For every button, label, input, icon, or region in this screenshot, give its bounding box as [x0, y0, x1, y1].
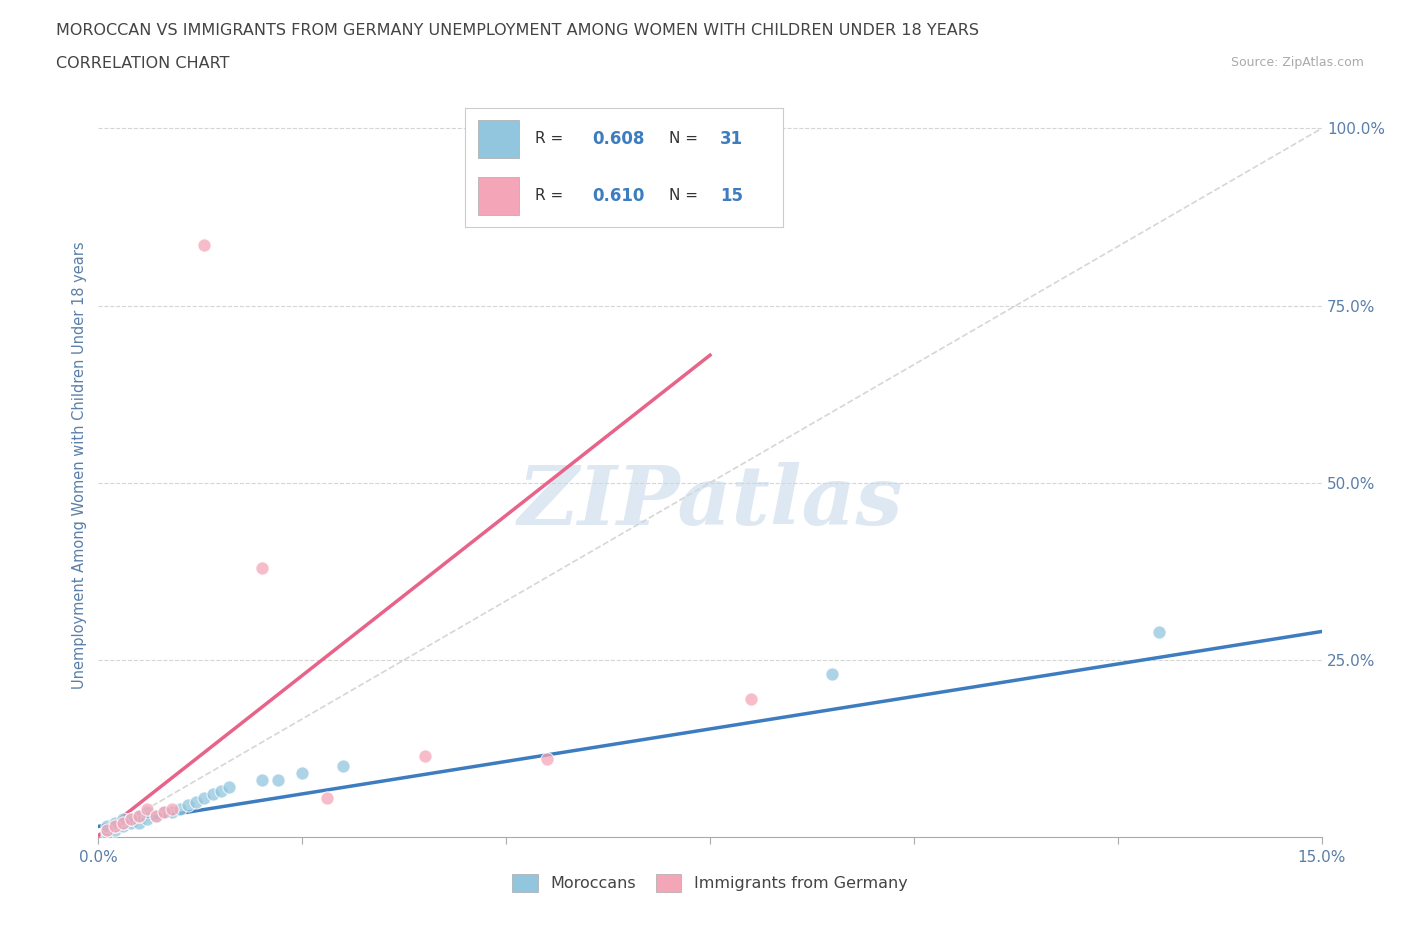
Point — [267, 773, 290, 788]
Point — [104, 816, 127, 830]
Point — [193, 790, 215, 805]
Point — [413, 748, 436, 763]
Point — [152, 804, 174, 819]
Text: Source: ZipAtlas.com: Source: ZipAtlas.com — [1230, 56, 1364, 69]
Text: MOROCCAN VS IMMIGRANTS FROM GERMANY UNEMPLOYMENT AMONG WOMEN WITH CHILDREN UNDER: MOROCCAN VS IMMIGRANTS FROM GERMANY UNEM… — [56, 23, 979, 38]
Point — [740, 691, 762, 706]
Point — [104, 819, 127, 834]
Point — [250, 773, 273, 788]
Point — [332, 759, 354, 774]
Point — [120, 812, 142, 827]
Point — [120, 816, 142, 830]
Point — [821, 667, 844, 682]
Point — [291, 765, 314, 780]
Point — [1147, 624, 1170, 639]
Point — [128, 816, 150, 830]
Point — [315, 790, 337, 805]
Point — [128, 808, 150, 823]
Point — [96, 822, 118, 837]
Point — [111, 812, 134, 827]
Point — [128, 808, 150, 823]
Point — [145, 808, 167, 823]
Point — [111, 819, 134, 834]
Point — [96, 819, 118, 834]
Point — [250, 560, 273, 575]
Point — [104, 822, 127, 837]
Point — [536, 751, 558, 766]
Point — [120, 812, 142, 827]
Point — [160, 802, 183, 817]
Legend: Moroccans, Immigrants from Germany: Moroccans, Immigrants from Germany — [512, 874, 908, 892]
Point — [209, 783, 232, 798]
Point — [136, 812, 159, 827]
Point — [96, 826, 118, 841]
Point — [96, 822, 118, 837]
Text: CORRELATION CHART: CORRELATION CHART — [56, 56, 229, 71]
Point — [136, 802, 159, 817]
Point — [186, 794, 208, 809]
Point — [193, 238, 215, 253]
Point — [145, 808, 167, 823]
Point — [160, 804, 183, 819]
Y-axis label: Unemployment Among Women with Children Under 18 years: Unemployment Among Women with Children U… — [72, 241, 87, 689]
Point — [201, 787, 224, 802]
Text: ZIPatlas: ZIPatlas — [517, 462, 903, 542]
Point — [152, 804, 174, 819]
Point — [104, 819, 127, 834]
Point — [111, 816, 134, 830]
Point — [177, 798, 200, 813]
Point — [111, 816, 134, 830]
Point — [136, 804, 159, 819]
Point — [169, 802, 191, 817]
Point — [218, 780, 240, 795]
